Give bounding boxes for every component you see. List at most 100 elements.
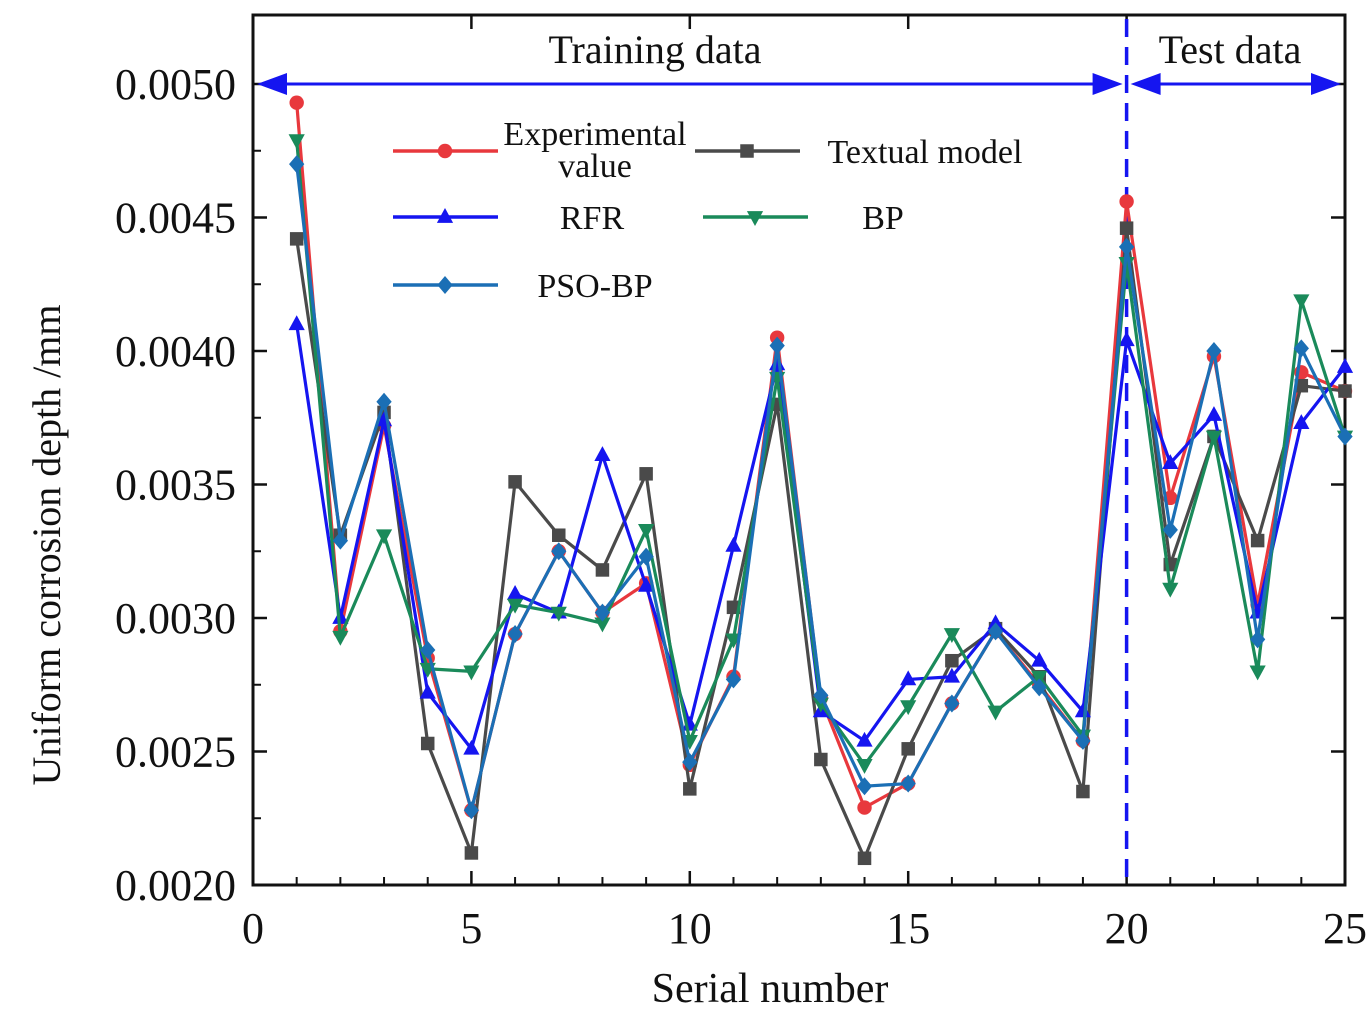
data-point-bp bbox=[638, 524, 655, 539]
data-point-bp bbox=[943, 628, 960, 644]
data-point-bp bbox=[856, 759, 873, 774]
data-point-textual-model bbox=[464, 846, 479, 860]
arrow-head-left bbox=[257, 73, 287, 95]
data-point-pso-bp bbox=[638, 547, 654, 566]
y-tick-label: 0.0050 bbox=[115, 60, 236, 109]
data-point-rfr bbox=[594, 446, 611, 461]
data-point-bp bbox=[375, 529, 393, 545]
data-point-rfr bbox=[1074, 702, 1092, 718]
data-point-rfr bbox=[725, 536, 742, 552]
data-point-bp bbox=[288, 134, 305, 150]
legend-textual-model: Textual model bbox=[695, 134, 1022, 171]
data-point-textual-model bbox=[1076, 784, 1090, 799]
data-point-textual-model bbox=[1250, 533, 1265, 548]
data-point-experimental-value bbox=[1119, 194, 1134, 209]
data-point-pso-bp bbox=[1206, 342, 1222, 360]
y-tick-label: 0.0040 bbox=[115, 327, 236, 376]
data-point-pso-bp bbox=[1118, 237, 1135, 256]
data-point-pso-bp bbox=[376, 392, 392, 411]
y-tick-label: 0.0020 bbox=[115, 861, 236, 910]
training-data-label: Training data bbox=[549, 27, 762, 72]
legend-rfr: RFR bbox=[393, 200, 624, 237]
test-data-label: Test data bbox=[1159, 27, 1302, 72]
y-axis-label: Uniform corrosion depth /mm bbox=[24, 304, 69, 785]
data-point-pso-bp bbox=[813, 686, 829, 705]
axis-labels: Serial number Uniform corrosion depth /mm bbox=[24, 304, 888, 1012]
data-point-pso-bp bbox=[594, 603, 611, 622]
data-point-rfr bbox=[1162, 454, 1179, 469]
legend-label: RFR bbox=[560, 200, 625, 237]
data-point-textual-model bbox=[552, 528, 566, 542]
data-point-textual-model bbox=[857, 851, 872, 866]
data-point-textual-model bbox=[901, 742, 915, 756]
arrow-head-right bbox=[1092, 73, 1123, 95]
legend-pso-bp: PSO-BP bbox=[393, 268, 653, 305]
data-point-bp bbox=[1293, 294, 1310, 310]
data-point-rfr bbox=[1336, 358, 1354, 373]
data-point-rfr bbox=[288, 315, 305, 331]
data-point-rfr bbox=[332, 609, 349, 624]
arrow-head-left bbox=[1130, 73, 1161, 95]
data-point-bp bbox=[594, 617, 611, 633]
y-tick-label: 0.0045 bbox=[115, 194, 236, 243]
data-point-pso-bp bbox=[856, 777, 873, 796]
x-axis-label: Serial number bbox=[652, 966, 889, 1012]
data-point-pso-bp bbox=[551, 542, 567, 561]
data-point-textual-model bbox=[1119, 221, 1134, 235]
data-point-rfr bbox=[1293, 414, 1310, 429]
data-point-pso-bp bbox=[769, 336, 785, 355]
legend-label: Experimental bbox=[503, 116, 686, 153]
plot-frame bbox=[251, 13, 1347, 887]
data-point-rfr bbox=[419, 683, 436, 699]
data-point-pso-bp bbox=[289, 155, 305, 174]
data-point-rfr bbox=[1031, 651, 1048, 667]
data-point-rfr bbox=[943, 667, 960, 683]
data-point-bp bbox=[1031, 670, 1048, 686]
series-textual-model bbox=[289, 221, 1352, 866]
data-point-rfr bbox=[987, 614, 1004, 630]
data-point-textual-model bbox=[508, 475, 522, 489]
arrow-head-right bbox=[1311, 73, 1341, 95]
legend-label: PSO-BP bbox=[537, 268, 652, 305]
legend-label: Textual model bbox=[828, 134, 1023, 171]
y-tick-label: 0.0035 bbox=[115, 461, 236, 510]
legend-marker bbox=[437, 276, 453, 294]
data-point-bp bbox=[1205, 430, 1223, 446]
legend-bp: BP bbox=[703, 200, 904, 237]
data-point-pso-bp bbox=[1293, 339, 1309, 358]
data-point-bp bbox=[463, 665, 480, 681]
series-bp bbox=[288, 134, 1354, 774]
data-point-pso-bp bbox=[1249, 630, 1266, 649]
x-tick-label: 10 bbox=[668, 904, 712, 953]
annotations: Training data Test data bbox=[257, 19, 1341, 885]
data-point-bp bbox=[506, 598, 524, 614]
axes: 0 5 10 15 20 25 0.0020 0.0025 0.0030 0.0035 0.0040… bbox=[115, 13, 1366, 953]
data-point-textual-model bbox=[289, 232, 304, 246]
data-point-pso-bp bbox=[682, 753, 698, 772]
data-point-pso-bp bbox=[944, 694, 960, 713]
data-point-textual-model bbox=[595, 563, 610, 577]
data-point-textual-model bbox=[639, 467, 653, 481]
data-point-pso-bp bbox=[420, 641, 436, 660]
data-point-pso-bp bbox=[1337, 427, 1353, 446]
data-point-bp bbox=[987, 705, 1004, 721]
y-tick-label: 0.0030 bbox=[115, 594, 236, 643]
data-point-textual-model bbox=[420, 736, 435, 751]
series-pso-bp bbox=[289, 155, 1353, 820]
data-point-pso-bp bbox=[332, 531, 349, 550]
x-tick-label: 5 bbox=[460, 904, 482, 953]
legend-marker bbox=[746, 211, 764, 226]
legend-marker bbox=[437, 143, 453, 159]
data-point-rfr bbox=[856, 731, 873, 747]
data-point-pso-bp bbox=[1075, 731, 1091, 750]
data-point-pso-bp bbox=[900, 774, 916, 793]
data-point-bp bbox=[1162, 582, 1179, 598]
data-point-pso-bp bbox=[1162, 520, 1178, 539]
data-point-textual-model bbox=[814, 752, 828, 767]
data-point-bp bbox=[1249, 665, 1266, 681]
data-point-textual-model bbox=[1294, 378, 1309, 393]
data-point-pso-bp bbox=[463, 801, 480, 820]
data-point-rfr bbox=[638, 576, 655, 592]
